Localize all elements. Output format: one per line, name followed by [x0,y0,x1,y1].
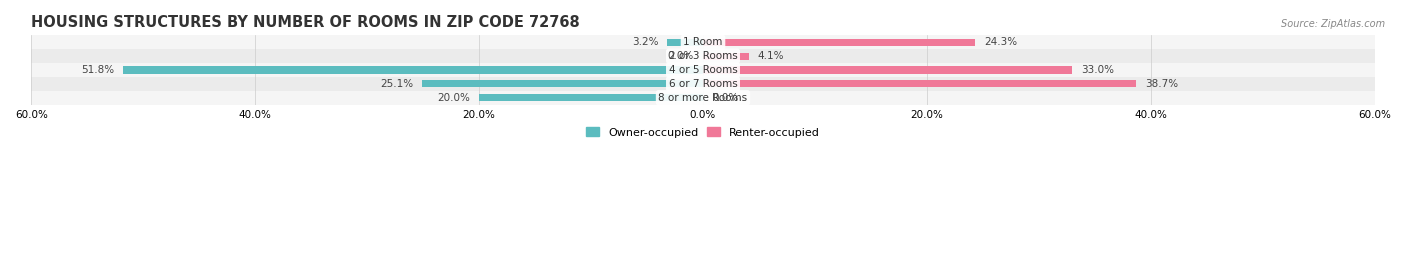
Bar [668,39,703,46]
Bar [703,39,974,46]
Text: HOUSING STRUCTURES BY NUMBER OF ROOMS IN ZIP CODE 72768: HOUSING STRUCTURES BY NUMBER OF ROOMS IN… [31,15,581,30]
Text: 25.1%: 25.1% [380,79,413,89]
Text: 2 or 3 Rooms: 2 or 3 Rooms [669,51,737,61]
Text: 0.0%: 0.0% [668,51,695,61]
Bar [703,80,1136,87]
Bar [31,91,1375,105]
Text: 6 or 7 Rooms: 6 or 7 Rooms [669,79,737,89]
Bar [422,80,703,87]
Bar [703,53,749,60]
Bar [31,49,1375,63]
Text: 51.8%: 51.8% [82,65,114,75]
Bar [124,66,703,74]
Text: 8 or more Rooms: 8 or more Rooms [658,93,748,103]
Text: 4.1%: 4.1% [758,51,785,61]
Bar [31,35,1375,49]
Legend: Owner-occupied, Renter-occupied: Owner-occupied, Renter-occupied [581,123,825,142]
Text: 33.0%: 33.0% [1081,65,1115,75]
Bar [703,66,1073,74]
Text: 0.0%: 0.0% [711,93,738,103]
Text: 3.2%: 3.2% [631,37,658,47]
Text: 1 Room: 1 Room [683,37,723,47]
Text: Source: ZipAtlas.com: Source: ZipAtlas.com [1281,19,1385,29]
Bar [31,63,1375,77]
Bar [479,94,703,101]
Text: 38.7%: 38.7% [1144,79,1178,89]
Text: 24.3%: 24.3% [984,37,1017,47]
Text: 4 or 5 Rooms: 4 or 5 Rooms [669,65,737,75]
Bar [31,77,1375,91]
Text: 20.0%: 20.0% [437,93,470,103]
